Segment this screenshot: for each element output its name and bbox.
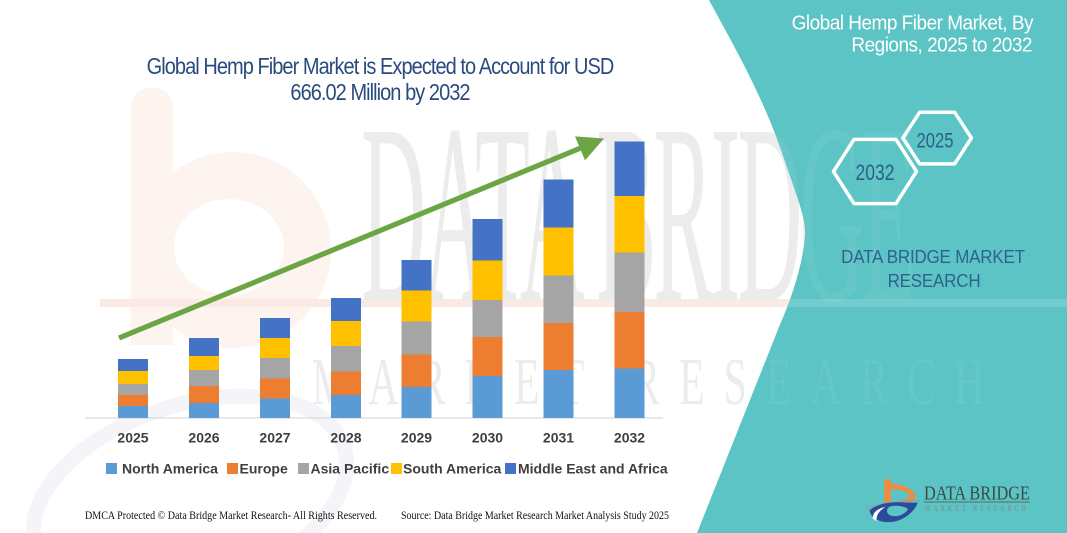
svg-text:North America: North America [122, 461, 218, 477]
svg-text:2026: 2026 [188, 430, 219, 446]
svg-text:2027: 2027 [259, 430, 290, 446]
svg-text:2025: 2025 [117, 430, 148, 446]
svg-text:DATA BRIDGE: DATA BRIDGE [924, 484, 1030, 505]
svg-text:South America: South America [403, 461, 501, 477]
svg-text:Global Hemp Fiber Market, By: Global Hemp Fiber Market, By [792, 12, 1034, 35]
svg-text:2031: 2031 [543, 430, 574, 446]
svg-text:Middle East and Africa: Middle East and Africa [518, 461, 668, 477]
svg-text:Source: Data Bridge Market Res: Source: Data Bridge Market Research Mark… [401, 510, 669, 522]
svg-text:Regions, 2025 to 2032: Regions, 2025 to 2032 [851, 34, 1032, 57]
svg-text:2025: 2025 [917, 129, 954, 153]
svg-text:Global Hemp Fiber Market is Ex: Global Hemp Fiber Market is Expected to … [147, 53, 614, 80]
svg-text:2032: 2032 [856, 160, 895, 185]
svg-text:2032: 2032 [614, 430, 645, 446]
svg-text:RESEARCH: RESEARCH [888, 270, 981, 291]
svg-text:Asia Pacific: Asia Pacific [311, 461, 390, 477]
svg-text:MARKET RESEARCH: MARKET RESEARCH [925, 504, 1029, 513]
svg-text:666.02 Million by 2032: 666.02 Million by 2032 [290, 79, 469, 106]
svg-text:DATA BRIDGE MARKET: DATA BRIDGE MARKET [841, 246, 1025, 267]
svg-text:2029: 2029 [401, 430, 432, 446]
svg-text:Europe: Europe [240, 461, 288, 477]
svg-text:2028: 2028 [330, 430, 361, 446]
svg-text:2030: 2030 [472, 430, 503, 446]
svg-text:DMCA Protected © Data Bridge M: DMCA Protected © Data Bridge Market Rese… [85, 510, 377, 522]
